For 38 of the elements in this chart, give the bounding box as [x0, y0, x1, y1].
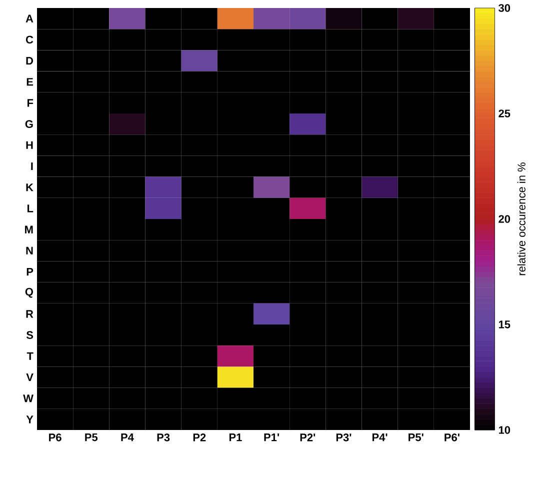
x-tick-label: P6': [444, 434, 460, 442]
y-tick-label: R: [26, 310, 34, 318]
x-tick-label: P5': [408, 434, 424, 442]
y-tick-label: E: [26, 78, 34, 86]
y-tick-label: L: [27, 204, 34, 212]
y-tick-label: V: [26, 373, 34, 382]
y-tick-label: N: [26, 246, 33, 254]
x-tick-label: P4': [372, 434, 388, 442]
x-tick-label: P2': [300, 434, 316, 442]
x-tick-label: P3: [157, 434, 170, 442]
color-bar-label: 15: [498, 320, 510, 328]
color-bar-title: relative occurence in %: [517, 162, 526, 276]
color-bar-label: 20: [498, 215, 510, 223]
x-tick-label: P1: [229, 434, 242, 442]
y-tick-label: P: [26, 268, 34, 276]
y-tick-label: K: [26, 184, 34, 192]
x-tick-label: P6: [49, 434, 62, 442]
x-tick-label: P1': [264, 434, 279, 442]
y-tick-label: D: [26, 56, 34, 65]
x-tick-label: P4: [121, 434, 134, 442]
y-tick-label: F: [27, 99, 34, 107]
y-tick-label: Q: [25, 288, 34, 298]
y-tick-label: A: [26, 14, 34, 22]
x-tick-label: P3': [336, 434, 352, 442]
y-tick-label: C: [26, 36, 34, 44]
y-tick-label: M: [25, 226, 33, 234]
y-tick-label: I: [31, 162, 33, 170]
color-bar-label: 10: [498, 426, 510, 434]
x-tick-label: P5: [85, 434, 98, 442]
y-tick-label: T: [26, 352, 34, 360]
x-tick-label: P2: [193, 434, 206, 442]
color-bar-label: 30: [498, 4, 510, 12]
y-tick-label: G: [25, 120, 33, 128]
color-bar-label: 25: [498, 110, 510, 118]
y-tick-label: Y: [26, 416, 34, 424]
y-tick-label: S: [26, 331, 34, 339]
y-tick-label: H: [26, 141, 33, 149]
y-tick-label: W: [23, 394, 34, 402]
